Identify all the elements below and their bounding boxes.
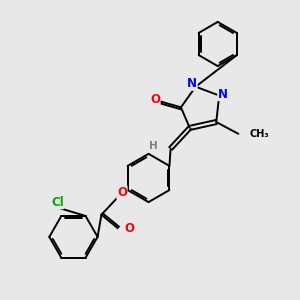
Text: O: O <box>124 221 134 235</box>
Text: Cl: Cl <box>51 196 64 208</box>
Text: O: O <box>117 186 127 199</box>
Text: H: H <box>148 141 158 151</box>
Text: CH₃: CH₃ <box>250 129 269 139</box>
Text: N: N <box>187 77 197 90</box>
Text: O: O <box>150 93 160 106</box>
Text: N: N <box>218 88 228 100</box>
